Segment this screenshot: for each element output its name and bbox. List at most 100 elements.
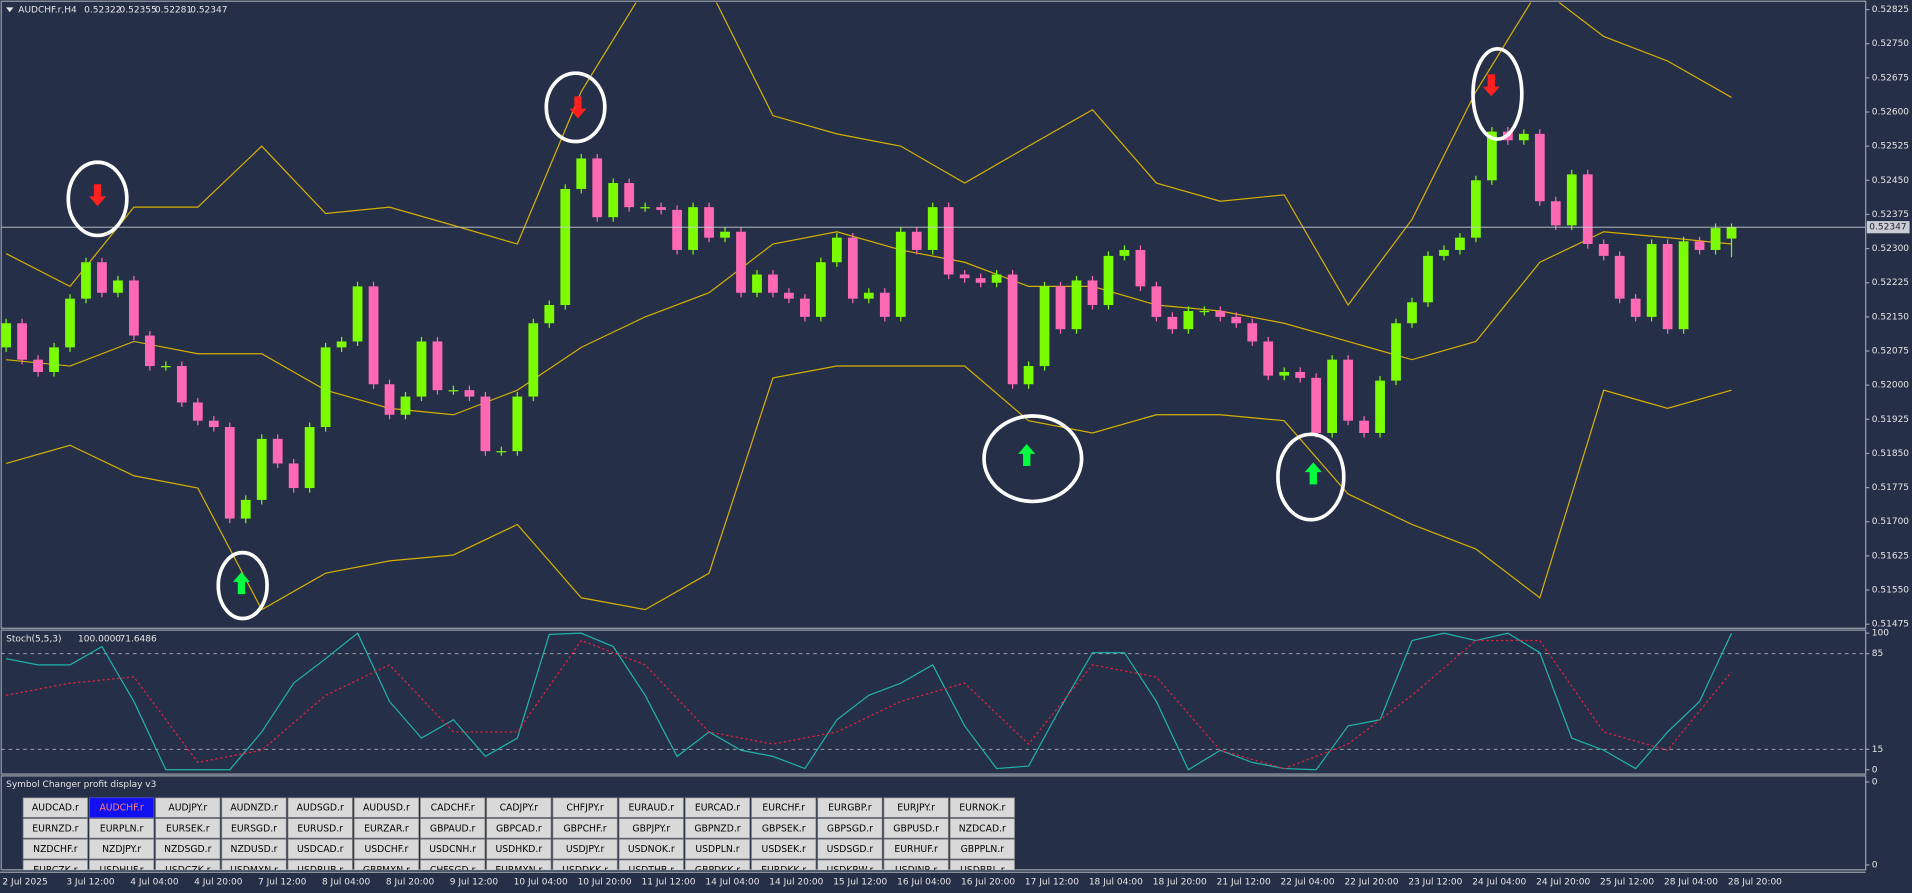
symbol-button[interactable]	[552, 818, 618, 839]
symbol-button-label[interactable]: GBPCHF.r	[564, 823, 607, 834]
symbol-button-label[interactable]: USDBRL.r	[960, 865, 1005, 876]
symbol-button-label[interactable]: USDRUB.r	[297, 865, 343, 876]
symbol-button[interactable]	[486, 818, 552, 839]
symbol-button[interactable]	[486, 859, 552, 880]
symbol-button-label[interactable]: GBPCAD.r	[496, 823, 542, 834]
symbol-button-label[interactable]: GBPJPY.r	[632, 823, 670, 834]
symbol-button-label[interactable]: CADCHF.r	[431, 803, 475, 814]
symbol-button-label[interactable]: NZDJPY.r	[102, 844, 141, 855]
symbol-button[interactable]	[89, 859, 155, 880]
symbol-button[interactable]	[883, 818, 949, 839]
symbol-button[interactable]	[221, 818, 287, 839]
symbol-button-label[interactable]: USDHUF.r	[100, 865, 144, 876]
symbol-button-label[interactable]: EURNZD.r	[32, 823, 78, 834]
symbol-button-label[interactable]: NZDCAD.r	[959, 823, 1006, 834]
symbol-button[interactable]	[817, 797, 883, 818]
symbol-button-label[interactable]: NZDCHF.r	[33, 844, 78, 855]
symbol-button-label[interactable]: USDMXN.r	[230, 865, 278, 876]
symbol-button-label[interactable]: EURZAR.r	[364, 823, 409, 834]
symbol-button-label[interactable]: USDCAD.r	[297, 844, 344, 855]
symbol-button[interactable]	[949, 838, 1015, 860]
symbol-button-label[interactable]: CADJPY.r	[500, 803, 539, 814]
symbol-button[interactable]	[22, 818, 88, 839]
symbol-button-label[interactable]: EURCZK.r	[33, 865, 77, 876]
symbol-button-label[interactable]: CHFSGD.r	[430, 865, 476, 876]
symbol-button-label[interactable]: GBPPLN.r	[961, 844, 1005, 855]
symbol-button[interactable]	[221, 859, 287, 880]
symbol-button[interactable]	[684, 859, 751, 880]
symbol-button[interactable]	[221, 797, 287, 818]
symbol-button-label[interactable]: GBPUSD.r	[893, 823, 939, 834]
symbol-button[interactable]	[552, 859, 618, 880]
symbol-button-label[interactable]: USDDKK.r	[562, 865, 608, 876]
symbol-button-label[interactable]: USDSEK.r	[762, 844, 806, 855]
symbol-button[interactable]	[751, 838, 817, 860]
symbol-button[interactable]	[353, 859, 419, 880]
symbol-button-label[interactable]: GBPDKK.r	[695, 865, 740, 876]
symbol-button[interactable]	[618, 838, 684, 860]
symbol-button-label[interactable]: EURSGD.r	[231, 823, 277, 834]
symbol-button-label[interactable]: EURDKK.r	[761, 865, 806, 876]
symbol-button-label[interactable]: AUDCAD.r	[32, 803, 79, 814]
symbol-button[interactable]	[353, 818, 419, 839]
symbol-button-label[interactable]: EURNOK.r	[959, 803, 1005, 814]
symbol-button-label[interactable]: EURGBP.r	[828, 803, 872, 814]
symbol-button[interactable]	[155, 859, 221, 880]
symbol-button-label[interactable]: USDINR.r	[895, 865, 937, 876]
symbol-button[interactable]	[420, 797, 486, 818]
symbol-button[interactable]	[751, 859, 817, 880]
symbol-button[interactable]	[949, 797, 1015, 818]
symbol-button[interactable]	[221, 838, 287, 860]
symbol-button[interactable]	[89, 818, 155, 839]
symbol-button[interactable]	[618, 797, 684, 818]
symbol-button[interactable]	[89, 838, 155, 860]
symbol-button-label[interactable]: USDJPY.r	[566, 844, 605, 855]
symbol-button[interactable]	[420, 838, 486, 860]
symbol-button-label[interactable]: USDCNH.r	[429, 844, 476, 855]
symbol-button-label[interactable]: GBPMXN.r	[363, 865, 410, 876]
symbol-button[interactable]	[486, 838, 552, 860]
symbol-button-label[interactable]: EURAUD.r	[628, 803, 674, 814]
symbol-button[interactable]	[618, 818, 684, 839]
symbol-button[interactable]	[883, 838, 949, 860]
symbol-button-label[interactable]: AUDNZD.r	[230, 803, 278, 814]
symbol-button-label[interactable]: AUDJPY.r	[168, 803, 207, 814]
symbol-button-label[interactable]: EURHUF.r	[894, 844, 938, 855]
symbol-button[interactable]	[420, 818, 486, 839]
symbol-button-label[interactable]: NZDUSD.r	[231, 844, 278, 855]
symbol-button-label[interactable]: EURMXN.r	[495, 865, 542, 876]
symbol-button-label[interactable]: USDCZK.r	[165, 865, 211, 876]
symbol-button[interactable]	[817, 818, 883, 839]
symbol-button-label[interactable]: AUDSGD.r	[297, 803, 344, 814]
symbol-button[interactable]	[486, 797, 552, 818]
symbol-button[interactable]	[353, 838, 419, 860]
symbol-button-label[interactable]: USDKRW.r	[827, 865, 874, 876]
symbol-button[interactable]	[883, 859, 949, 880]
symbol-button-label[interactable]: NZDSGD.r	[164, 844, 211, 855]
symbol-button[interactable]	[883, 797, 949, 818]
symbol-button[interactable]	[287, 797, 353, 818]
symbol-button-label[interactable]: EURCHF.r	[762, 803, 805, 814]
symbol-button-label[interactable]: USDCHF.r	[365, 844, 409, 855]
symbol-button-label[interactable]: EURSEK.r	[166, 823, 210, 834]
symbol-button[interactable]	[22, 797, 88, 818]
header-menu-triangle[interactable]	[6, 7, 14, 13]
symbol-button-label[interactable]: EURUSD.r	[297, 823, 343, 834]
symbol-button[interactable]	[287, 818, 353, 839]
symbol-button-label[interactable]: GBPSEK.r	[762, 823, 806, 834]
symbol-button[interactable]	[420, 859, 486, 880]
symbol-button[interactable]	[155, 838, 221, 860]
symbol-button[interactable]	[817, 838, 883, 860]
symbol-button[interactable]	[552, 797, 618, 818]
symbol-button[interactable]	[22, 838, 88, 860]
symbol-button[interactable]	[751, 797, 817, 818]
symbol-button[interactable]	[89, 797, 155, 818]
symbol-button[interactable]	[22, 859, 88, 880]
symbol-button-label[interactable]: USDSGD.r	[827, 844, 874, 855]
symbol-button-label[interactable]: CHFJPY.r	[566, 803, 604, 814]
symbol-button-label[interactable]: USDNOK.r	[628, 844, 675, 855]
symbol-button-label[interactable]: EURJPY.r	[897, 803, 935, 814]
symbol-button[interactable]	[353, 797, 419, 818]
symbol-button[interactable]	[287, 859, 353, 880]
symbol-button[interactable]	[618, 859, 684, 880]
